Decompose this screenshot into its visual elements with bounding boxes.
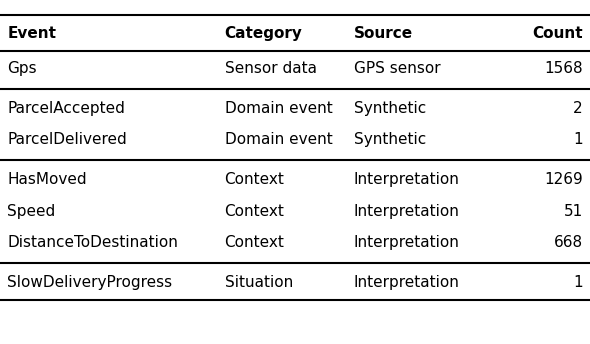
Text: Context: Context — [225, 204, 284, 219]
Text: Event: Event — [7, 26, 56, 41]
Text: Sensor data: Sensor data — [225, 61, 316, 76]
Text: Interpretation: Interpretation — [354, 275, 460, 290]
Text: 668: 668 — [553, 235, 583, 250]
Text: Count: Count — [532, 26, 583, 41]
Text: Situation: Situation — [225, 275, 293, 290]
Text: Synthetic: Synthetic — [354, 132, 426, 148]
Text: 1: 1 — [573, 132, 583, 148]
Text: Interpretation: Interpretation — [354, 204, 460, 219]
Text: Synthetic: Synthetic — [354, 101, 426, 116]
Text: 51: 51 — [563, 204, 583, 219]
Text: ParcelDelivered: ParcelDelivered — [7, 132, 127, 148]
Text: HasMoved: HasMoved — [7, 172, 87, 187]
Text: Domain event: Domain event — [225, 101, 332, 116]
Text: 1: 1 — [573, 275, 583, 290]
Text: DistanceToDestination: DistanceToDestination — [7, 235, 178, 250]
Text: Interpretation: Interpretation — [354, 235, 460, 250]
Text: Domain event: Domain event — [225, 132, 332, 148]
Text: Source: Source — [354, 26, 413, 41]
Text: 1568: 1568 — [544, 61, 583, 76]
Text: Gps: Gps — [7, 61, 37, 76]
Text: GPS sensor: GPS sensor — [354, 61, 440, 76]
Text: Interpretation: Interpretation — [354, 172, 460, 187]
Text: Speed: Speed — [7, 204, 55, 219]
Text: 2: 2 — [573, 101, 583, 116]
Text: ParcelAccepted: ParcelAccepted — [7, 101, 125, 116]
Text: Category: Category — [225, 26, 303, 41]
Text: Context: Context — [225, 235, 284, 250]
Text: 1269: 1269 — [544, 172, 583, 187]
Text: SlowDeliveryProgress: SlowDeliveryProgress — [7, 275, 172, 290]
Text: Context: Context — [225, 172, 284, 187]
